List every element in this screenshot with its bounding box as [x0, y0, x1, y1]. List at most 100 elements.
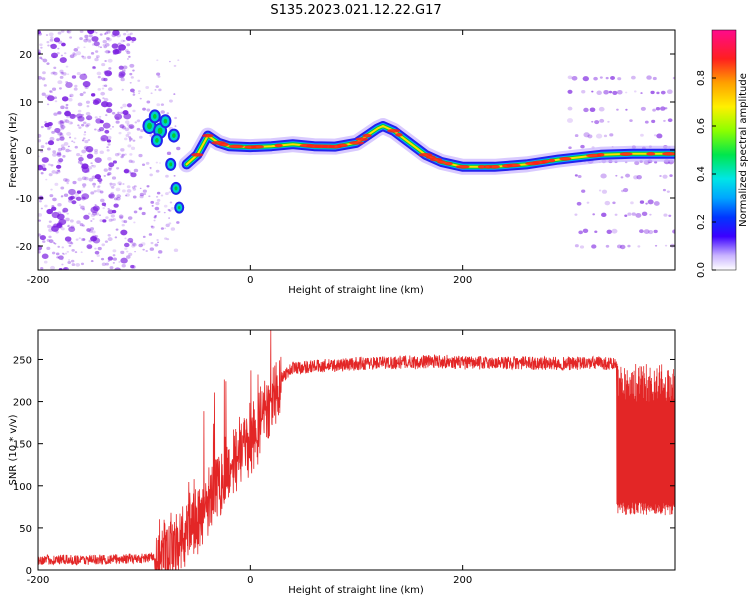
spectrogram-noise-dot [92, 218, 95, 220]
spectrogram-noise-dot [125, 36, 132, 41]
spectrogram-noise-dot [635, 213, 642, 218]
spectrogram-noise-dot [56, 223, 63, 228]
spectrogram-noise-dot [111, 176, 117, 180]
spectrogram-noise-dot [149, 168, 152, 170]
spectrogram-noise-dot [140, 129, 144, 133]
spectrogram-noise-dot [104, 32, 107, 35]
spectrogram-noise-dot [69, 93, 74, 98]
spectrogram-noise-dot [640, 92, 643, 94]
spectrogram-noise-dot [116, 194, 122, 199]
spectrogram-noise-dot [90, 93, 96, 97]
spectrogram-noise-dot [102, 39, 107, 44]
spectrogram-noise-dot [94, 250, 100, 255]
spectrogram-noise-dot [601, 189, 608, 194]
snr-ytick-label: 0 [26, 566, 32, 577]
spectrogram-noise-dot [112, 257, 117, 261]
spectrogram-noise-dot [132, 195, 137, 199]
spectrogram-noise-dot [591, 120, 594, 123]
snr-ylabel: SNR (10 * v/v) [8, 414, 19, 485]
spectrogram-noise-dot [56, 138, 60, 142]
spectrogram-noise-dot [94, 116, 98, 119]
spectrogram-noise-dot [42, 71, 46, 75]
spectrogram-noise-dot [151, 225, 155, 229]
spectrogram-noise-dot [660, 106, 666, 111]
spectrogram-noise-dot [46, 40, 50, 44]
spectrogram-noise-dot [177, 59, 180, 61]
spectrogram-ridge-core [191, 153, 204, 157]
spectrogram-noise-dot [159, 162, 161, 164]
spectrogram-noise-dot [127, 131, 131, 135]
spectrogram-noise-dot [102, 97, 105, 100]
spectrogram-noise-dot [639, 200, 645, 204]
spectrogram-noise-dot [669, 174, 673, 178]
spectrogram-noise-dot [57, 211, 62, 215]
spectrogram-noise-dot [668, 214, 672, 217]
spectrogram-noise-dot [124, 137, 128, 141]
spectrogram-noise-dot [141, 211, 146, 216]
spectrogram-noise-dot [587, 134, 593, 139]
snr-xtick-label: 0 [247, 575, 253, 586]
spectrogram-noise-dot [57, 47, 60, 50]
spectrogram-noise-dot [664, 107, 668, 110]
spectrogram-noise-dot [92, 182, 96, 186]
spectrogram-noise-dot [82, 56, 87, 60]
spectrogram-noise-dot [50, 36, 54, 40]
spectrogram-noise-dot [150, 200, 155, 204]
spectrogram-noise-dot [625, 173, 631, 178]
spectrogram-ridge-core [437, 160, 446, 164]
spectrogram-blob-core [163, 118, 168, 124]
spectrogram-noise-dot [128, 136, 132, 139]
spectrogram-noise-dot [120, 148, 125, 152]
spectrogram-noise-dot [656, 133, 663, 139]
spectrogram-noise-dot [63, 118, 68, 123]
spectrogram-noise-dot [662, 174, 668, 179]
spectrogram-noise-dot [157, 210, 161, 214]
spectrogram-noise-dot [94, 234, 99, 238]
spectrogram-noise-dot [114, 48, 122, 54]
spectrogram-noise-dot [48, 163, 51, 166]
spectrogram-noise-dot [43, 260, 48, 264]
spectrogram-noise-dot [85, 146, 94, 153]
spectrogram-noise-dot [107, 260, 110, 262]
spectrogram-noise-dot [48, 32, 54, 37]
spectrogram-noise-dot [99, 150, 104, 154]
spectrogram-noise-dot [136, 127, 141, 131]
spectrogram-ridge-core [218, 142, 230, 147]
spectrogram-noise-dot [129, 32, 133, 35]
spectrogram-noise-dot [63, 267, 69, 270]
spectrogram-noise-dot [164, 227, 166, 229]
spectrogram-noise-dot [132, 69, 135, 72]
spectrogram-noise-dot [81, 237, 86, 242]
spectrogram-noise-dot [160, 103, 165, 106]
spectrogram-noise-dot [672, 229, 675, 234]
spectrogram-noise-dot [118, 73, 125, 79]
spectrogram-noise-dot [42, 240, 46, 243]
spectrogram-noise-dot [166, 151, 172, 156]
spectrogram-noise-dot [73, 53, 77, 57]
spectrogram-noise-dot [71, 140, 74, 143]
spectrogram-noise-dot [66, 182, 70, 185]
spectrogram-noise-dot [617, 90, 623, 95]
spectrogram-noise-dot [625, 91, 628, 94]
spectrogram-noise-dot [60, 71, 64, 75]
spectrogram-noise-dot [47, 147, 51, 151]
spectrogram-noise-dot [126, 250, 129, 253]
spectrogram-noise-dot [50, 43, 57, 50]
spectrogram-noise-dot [139, 187, 142, 190]
spectrogram-noise-dot [608, 90, 613, 94]
spectrogram-noise-dot [145, 85, 150, 89]
spectrogram-noise-dot [634, 160, 640, 166]
spectrogram-noise-dot [578, 230, 583, 235]
colorbar-tick-label: 0.4 [696, 166, 707, 182]
spectrogram-noise-dot [45, 178, 48, 181]
spectrogram-noise-dot [579, 245, 585, 249]
spectrogram-noise-dot [641, 211, 648, 217]
spectrogram-noise-dot [122, 65, 128, 70]
spectrogram-noise-dot [168, 222, 172, 225]
spectrogram-noise-dot [656, 91, 660, 95]
spectrogram-noise-dot [66, 115, 70, 119]
spectrogram-noise-dot [78, 237, 81, 240]
spectrogram-noise-dot [94, 98, 102, 104]
spectrogram-noise-dot [95, 31, 98, 34]
spectrogram-noise-dot [72, 180, 77, 185]
